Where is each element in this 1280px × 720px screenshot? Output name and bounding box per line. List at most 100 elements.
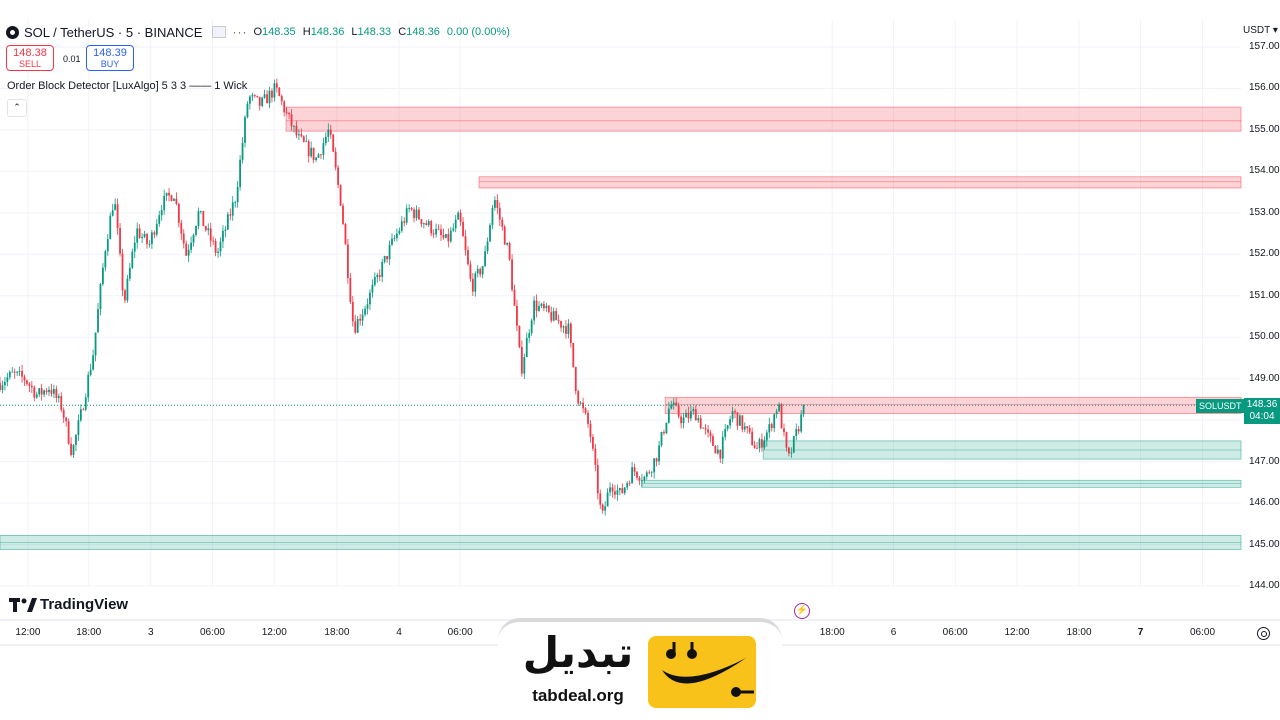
candle <box>155 219 158 237</box>
candle-body <box>562 326 565 328</box>
candle-body <box>322 143 325 155</box>
currency-selector[interactable]: USDT ▾ <box>1243 25 1278 36</box>
candle-body <box>418 209 420 220</box>
candle-body <box>153 232 156 235</box>
candle <box>672 398 675 410</box>
candle-body <box>675 402 678 406</box>
candle <box>200 210 202 214</box>
price-tick-label: 156.00 <box>1249 82 1280 94</box>
candle-body <box>131 251 134 268</box>
candle <box>528 329 531 343</box>
lightning-icon[interactable]: ⚡ <box>794 603 810 619</box>
candle-body <box>16 371 19 373</box>
price-tick-label: 146.00 <box>1249 497 1280 509</box>
current-price-label: 148.36 04:04 <box>1244 398 1280 424</box>
candle <box>258 96 261 111</box>
candle <box>214 238 217 257</box>
symbol-title[interactable]: SOL / TetherUS · 5 · BINANCE <box>24 24 203 40</box>
candle <box>790 447 793 458</box>
candle-body <box>440 229 442 235</box>
tradingview-logo-icon <box>9 597 37 612</box>
candle <box>261 96 264 108</box>
candle-body <box>266 94 268 104</box>
candle-body <box>427 221 430 225</box>
candle-body <box>177 203 180 223</box>
candle-body <box>611 487 614 492</box>
candle-body <box>503 226 506 245</box>
candle <box>310 141 313 159</box>
candle-body <box>72 444 75 456</box>
candle-body <box>660 432 663 446</box>
indicator-legend[interactable]: Order Block Detector [LuxAlgo] 5 3 3 —— … <box>7 80 248 92</box>
candle <box>540 302 543 309</box>
price-tick-label: 155.00 <box>1249 123 1280 135</box>
candle <box>280 94 283 106</box>
candle <box>616 484 619 501</box>
candle <box>302 135 305 143</box>
candle-body <box>761 439 763 448</box>
collapse-chevron-icon[interactable]: ⌃ <box>7 99 27 117</box>
candle-body <box>528 333 531 338</box>
candle <box>364 305 366 317</box>
candle <box>797 425 800 435</box>
candle-body <box>415 209 418 219</box>
candle <box>148 240 151 248</box>
candle <box>349 272 352 305</box>
candle <box>694 405 697 421</box>
candle-body <box>665 422 668 434</box>
candle <box>533 296 535 325</box>
candle-body <box>621 488 624 494</box>
more-icon[interactable]: ··· <box>232 25 248 39</box>
candle <box>48 386 50 397</box>
candle-body <box>741 415 744 430</box>
candle <box>84 393 87 412</box>
candle <box>204 225 207 232</box>
candle <box>38 387 41 397</box>
candle <box>506 242 509 247</box>
candle <box>445 233 447 239</box>
candle <box>565 320 567 339</box>
candle-body <box>724 428 727 437</box>
candle <box>775 408 778 419</box>
candle <box>315 156 317 163</box>
candle <box>773 413 776 432</box>
candle-body <box>82 409 85 411</box>
sell-button[interactable]: 148.38 SELL <box>6 45 54 71</box>
buy-button[interactable]: 148.39 BUY <box>86 45 134 71</box>
candle <box>28 381 31 393</box>
candle <box>300 128 303 138</box>
solana-logo-icon <box>6 25 19 39</box>
candle-body <box>420 219 423 225</box>
candle-body <box>35 394 38 398</box>
candle-body <box>97 309 99 333</box>
candle <box>185 240 188 257</box>
candle-body <box>396 233 398 239</box>
ohlc-readout: O148.35 H148.36 L148.33 C148.36 0.00 (0.… <box>253 26 510 38</box>
candle <box>626 481 629 491</box>
candle-body <box>457 212 460 220</box>
candle-body <box>295 125 298 136</box>
candle-body <box>410 208 413 210</box>
candle-body <box>170 195 173 201</box>
tradingview-logo[interactable]: TradingView <box>9 596 128 613</box>
candle-body <box>155 223 158 235</box>
candle <box>675 397 678 407</box>
candle-body <box>312 147 315 161</box>
candle <box>192 233 195 247</box>
candle <box>21 364 23 383</box>
candle <box>288 112 290 119</box>
candle <box>222 225 224 249</box>
candle-body <box>151 232 153 244</box>
gear-icon[interactable] <box>1257 627 1270 640</box>
candle <box>383 255 386 264</box>
time-tick-label: 12:00 <box>15 627 41 638</box>
candle <box>734 408 736 419</box>
candle-body <box>60 396 63 410</box>
candle-body <box>4 381 6 386</box>
flag-icon[interactable] <box>212 26 227 38</box>
candle-body <box>133 242 136 252</box>
candle-body <box>413 209 415 219</box>
candle <box>518 325 521 349</box>
candle <box>334 147 337 171</box>
